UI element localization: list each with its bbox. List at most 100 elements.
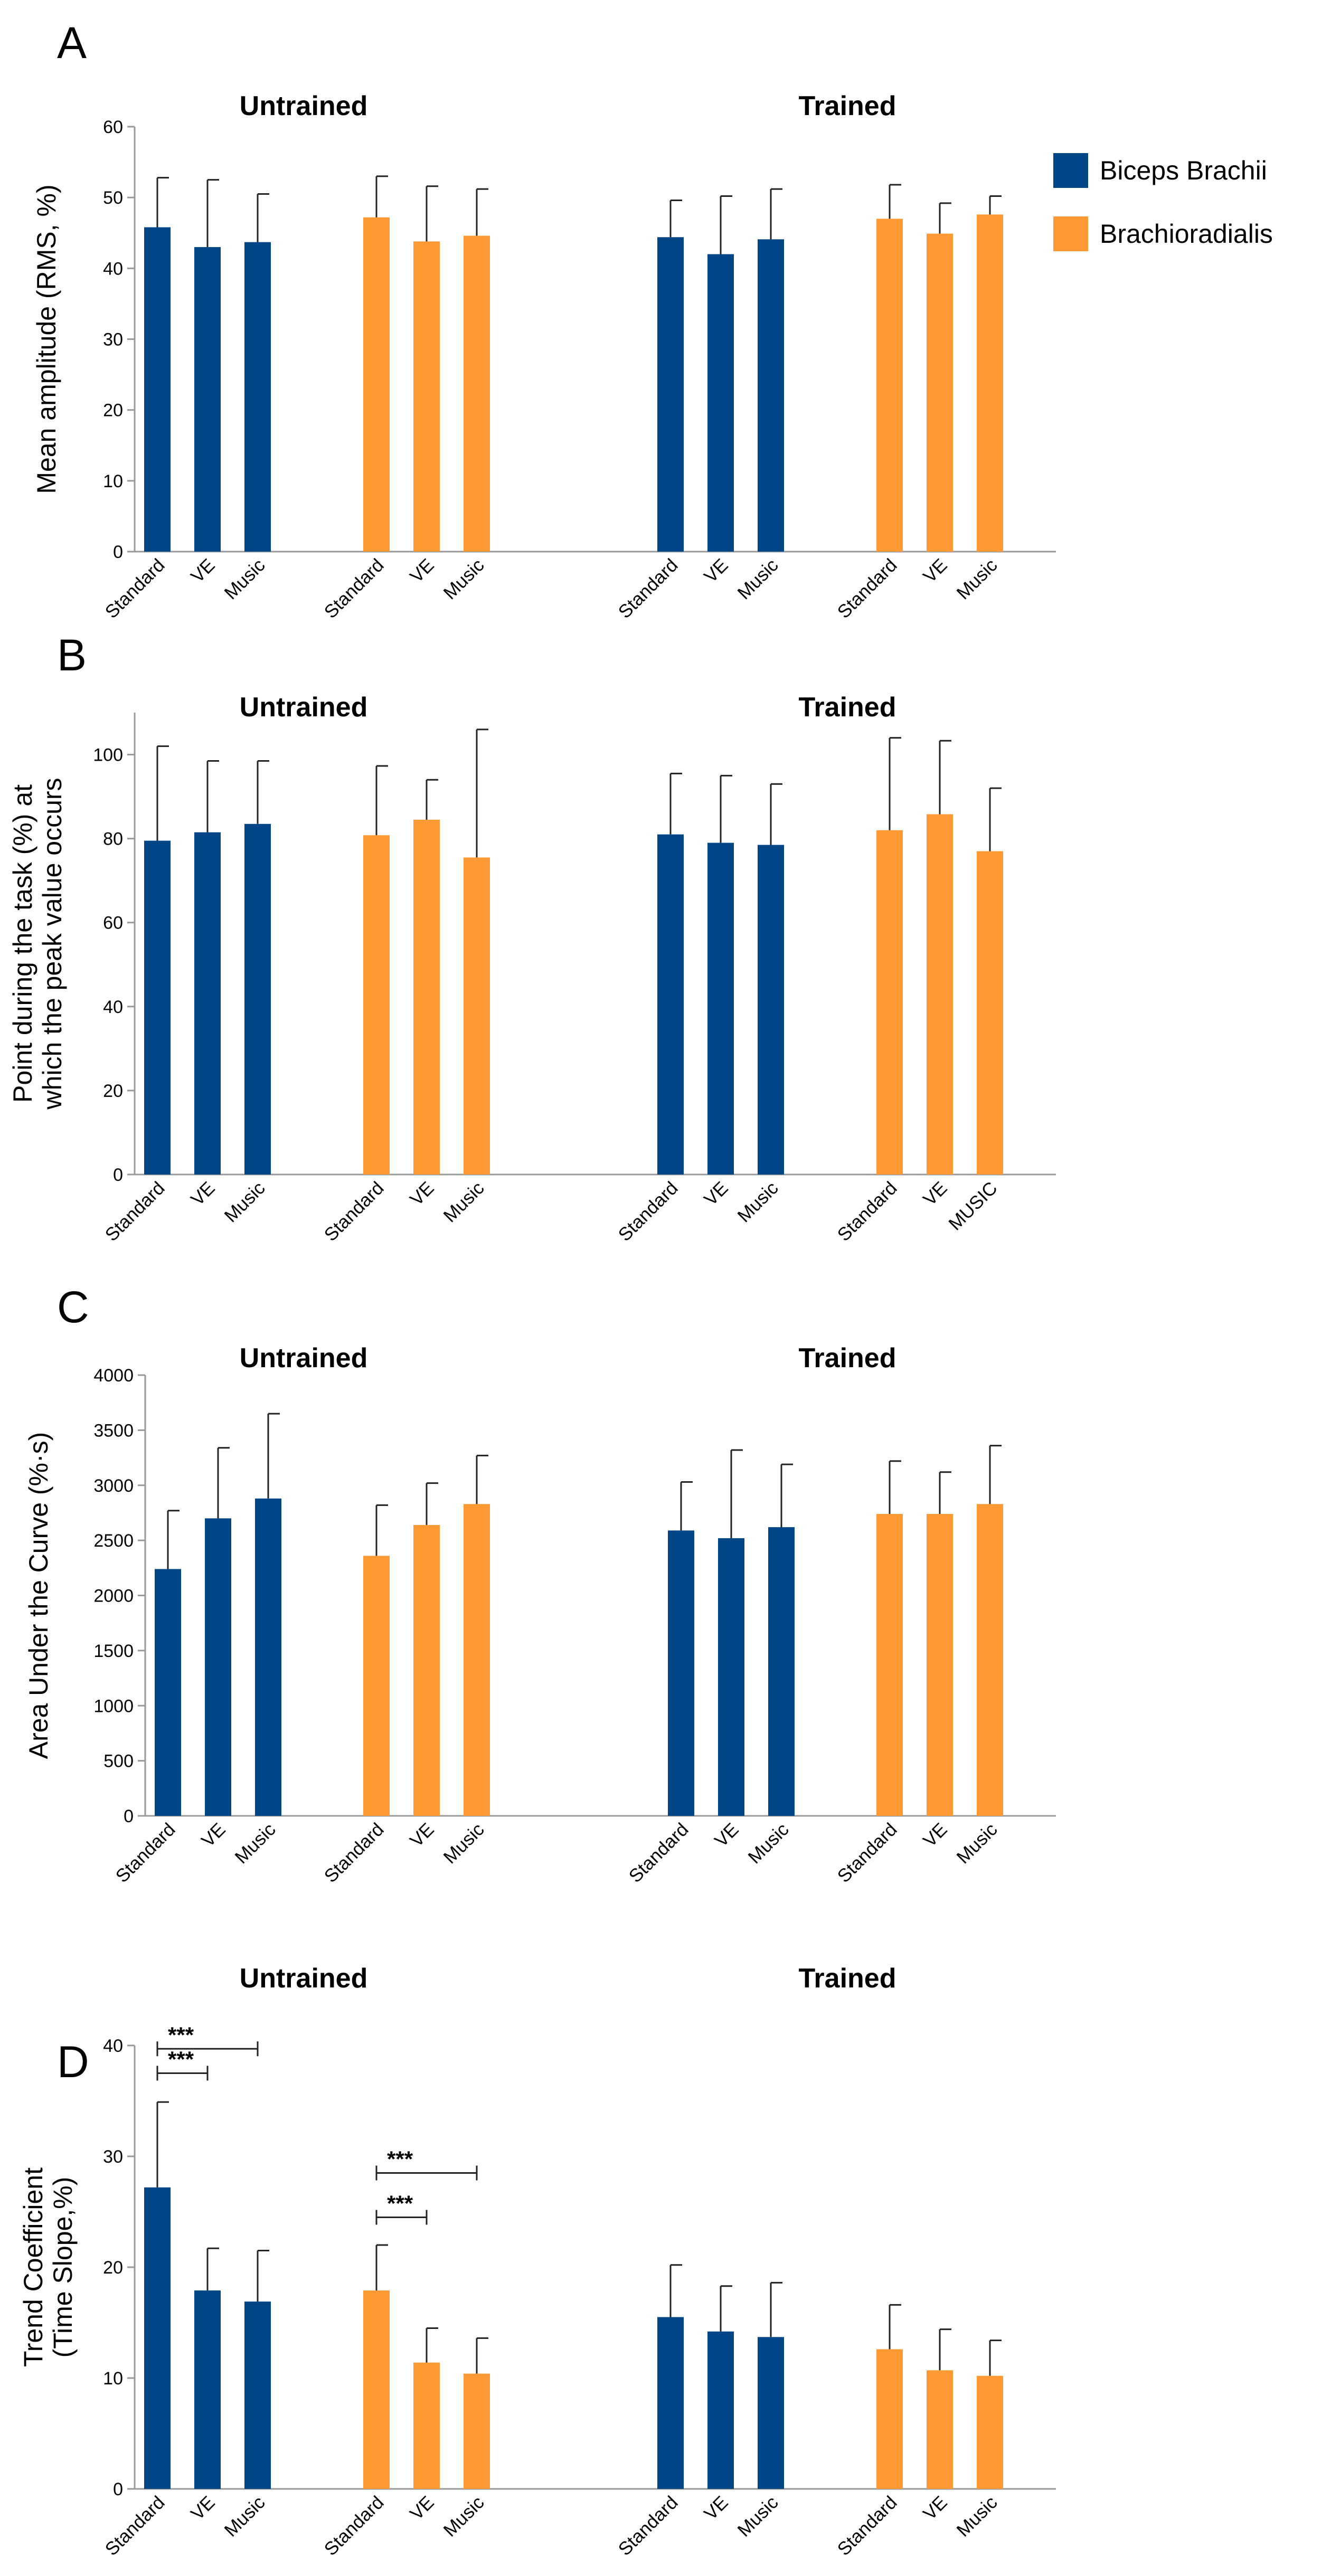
x-tick-label: Standard — [834, 2492, 901, 2560]
legend-swatch-brachioradialis — [1053, 216, 1088, 251]
x-tick-label: Standard — [112, 1819, 180, 1887]
group-title: Trained — [799, 692, 896, 723]
y-tick-label: 40 — [103, 2036, 123, 2056]
x-tick-label: Standard — [101, 1178, 169, 1245]
y-tick-label: 10 — [103, 471, 123, 491]
bar — [464, 857, 490, 1175]
bar — [363, 1556, 390, 1816]
group-title: Trained — [799, 1343, 896, 1374]
panels: A 0 10 20 30 40 50 60 Mean amplitude (RMS, %) Unt… — [8, 18, 1056, 2560]
y-tick-label: 2000 — [93, 1586, 134, 1606]
bar — [413, 241, 440, 552]
y-axis-label-line: Mean amplitude (RMS, %) — [32, 184, 61, 494]
panel-letter: C — [57, 1282, 89, 1332]
x-tick-label: Music — [733, 2492, 782, 2541]
y-tick-label: 0 — [124, 1806, 134, 1826]
y-tick-label: 60 — [103, 913, 123, 933]
bar — [758, 845, 784, 1175]
x-tick-label: VE — [187, 2492, 219, 2524]
x-tick-label: Standard — [615, 555, 682, 622]
group-title: Untrained — [240, 91, 368, 121]
x-tick-label: VE — [700, 1178, 732, 1210]
bar — [977, 2375, 1003, 2489]
bar — [205, 1518, 231, 1816]
x-tick-label: Music — [231, 1819, 279, 1868]
y-tick-label: 30 — [103, 2147, 123, 2167]
y-axis-label: Point during the task (%) atwhich the pe… — [8, 778, 67, 1110]
y-tick-label: 4000 — [93, 1366, 134, 1386]
x-tick-label: Music — [439, 1178, 488, 1226]
x-tick-label: Music — [220, 555, 269, 603]
y-tick-label: 20 — [103, 401, 123, 421]
bar — [194, 247, 221, 552]
x-tick-label: VE — [187, 555, 219, 587]
y-tick-label: 3500 — [93, 1420, 134, 1441]
y-tick-label: 40 — [103, 259, 123, 279]
bar — [876, 1514, 903, 1816]
bar — [363, 217, 390, 552]
panel-C: C 0 500 1000 1500 2000 2500 3000 3500 4000 Area Un… — [24, 1282, 1056, 1887]
panel-letter: D — [57, 2037, 89, 2087]
bar — [464, 1504, 490, 1816]
group-title: Untrained — [240, 1343, 368, 1374]
x-tick-label: Music — [220, 1178, 269, 1226]
y-axis-label: Area Under the Curve (%·s) — [24, 1432, 53, 1759]
y-tick-label: 60 — [103, 117, 123, 137]
group-title: Untrained — [240, 1963, 368, 1994]
x-tick-label: Music — [744, 1819, 792, 1868]
x-tick-label: Standard — [834, 1178, 901, 1245]
bar — [707, 2331, 734, 2489]
bar — [977, 214, 1003, 552]
x-tick-label: VE — [197, 1819, 230, 1851]
bar — [144, 840, 171, 1175]
bar — [927, 233, 953, 552]
bar — [657, 834, 684, 1175]
bar — [927, 2370, 953, 2489]
bar — [876, 830, 903, 1175]
bar — [768, 1527, 795, 1816]
bar — [707, 254, 734, 552]
y-tick-label: 3000 — [93, 1476, 134, 1496]
y-tick-label: 0 — [113, 2479, 123, 2499]
bar — [155, 1569, 181, 1816]
y-tick-label: 0 — [113, 1165, 123, 1185]
y-tick-label: 2500 — [93, 1531, 134, 1551]
y-axis-label-line: (Time Slope,%) — [48, 2177, 78, 2358]
x-tick-label: VE — [406, 555, 438, 587]
panel-letter: A — [57, 18, 87, 68]
x-tick-label: Standard — [320, 555, 388, 622]
bar — [144, 227, 171, 552]
x-tick-label: Music — [952, 1819, 1001, 1868]
bar — [244, 2302, 271, 2489]
y-axis-label-line: Trend Coefficient — [18, 2167, 48, 2367]
y-axis-label-line: Area Under the Curve (%·s) — [24, 1432, 53, 1759]
y-axis-label-line: which the peak value occurs — [37, 778, 67, 1110]
significance-label: *** — [168, 2047, 194, 2072]
panel-A: A 0 10 20 30 40 50 60 Mean amplitude (RMS, %) Unt… — [32, 18, 1056, 622]
x-tick-label: Music — [220, 2492, 269, 2541]
x-tick-label: VE — [406, 1178, 438, 1210]
group-title: Trained — [799, 1963, 896, 1994]
panel-letter: B — [57, 630, 87, 680]
bar — [707, 842, 734, 1175]
y-tick-label: 80 — [103, 829, 123, 849]
bar — [413, 2362, 440, 2489]
legend-swatch-biceps — [1053, 153, 1088, 188]
x-tick-label: Music — [439, 2492, 488, 2541]
x-tick-label: Music — [952, 555, 1001, 603]
x-tick-label: Music — [952, 2492, 1001, 2541]
y-axis-label: Mean amplitude (RMS, %) — [32, 184, 61, 494]
x-tick-label: MUSIC — [945, 1178, 1001, 1234]
x-tick-label: VE — [406, 1819, 438, 1851]
x-tick-label: Standard — [615, 2492, 682, 2560]
bar — [413, 1524, 440, 1816]
legend: Biceps Brachii Brachioradialis — [1053, 153, 1273, 251]
bar — [144, 2187, 171, 2489]
bar — [657, 2317, 684, 2489]
bar — [668, 1530, 694, 1816]
group-title: Trained — [799, 91, 896, 121]
bar — [876, 2349, 903, 2489]
y-tick-label: 500 — [103, 1751, 134, 1772]
bar — [464, 235, 490, 552]
